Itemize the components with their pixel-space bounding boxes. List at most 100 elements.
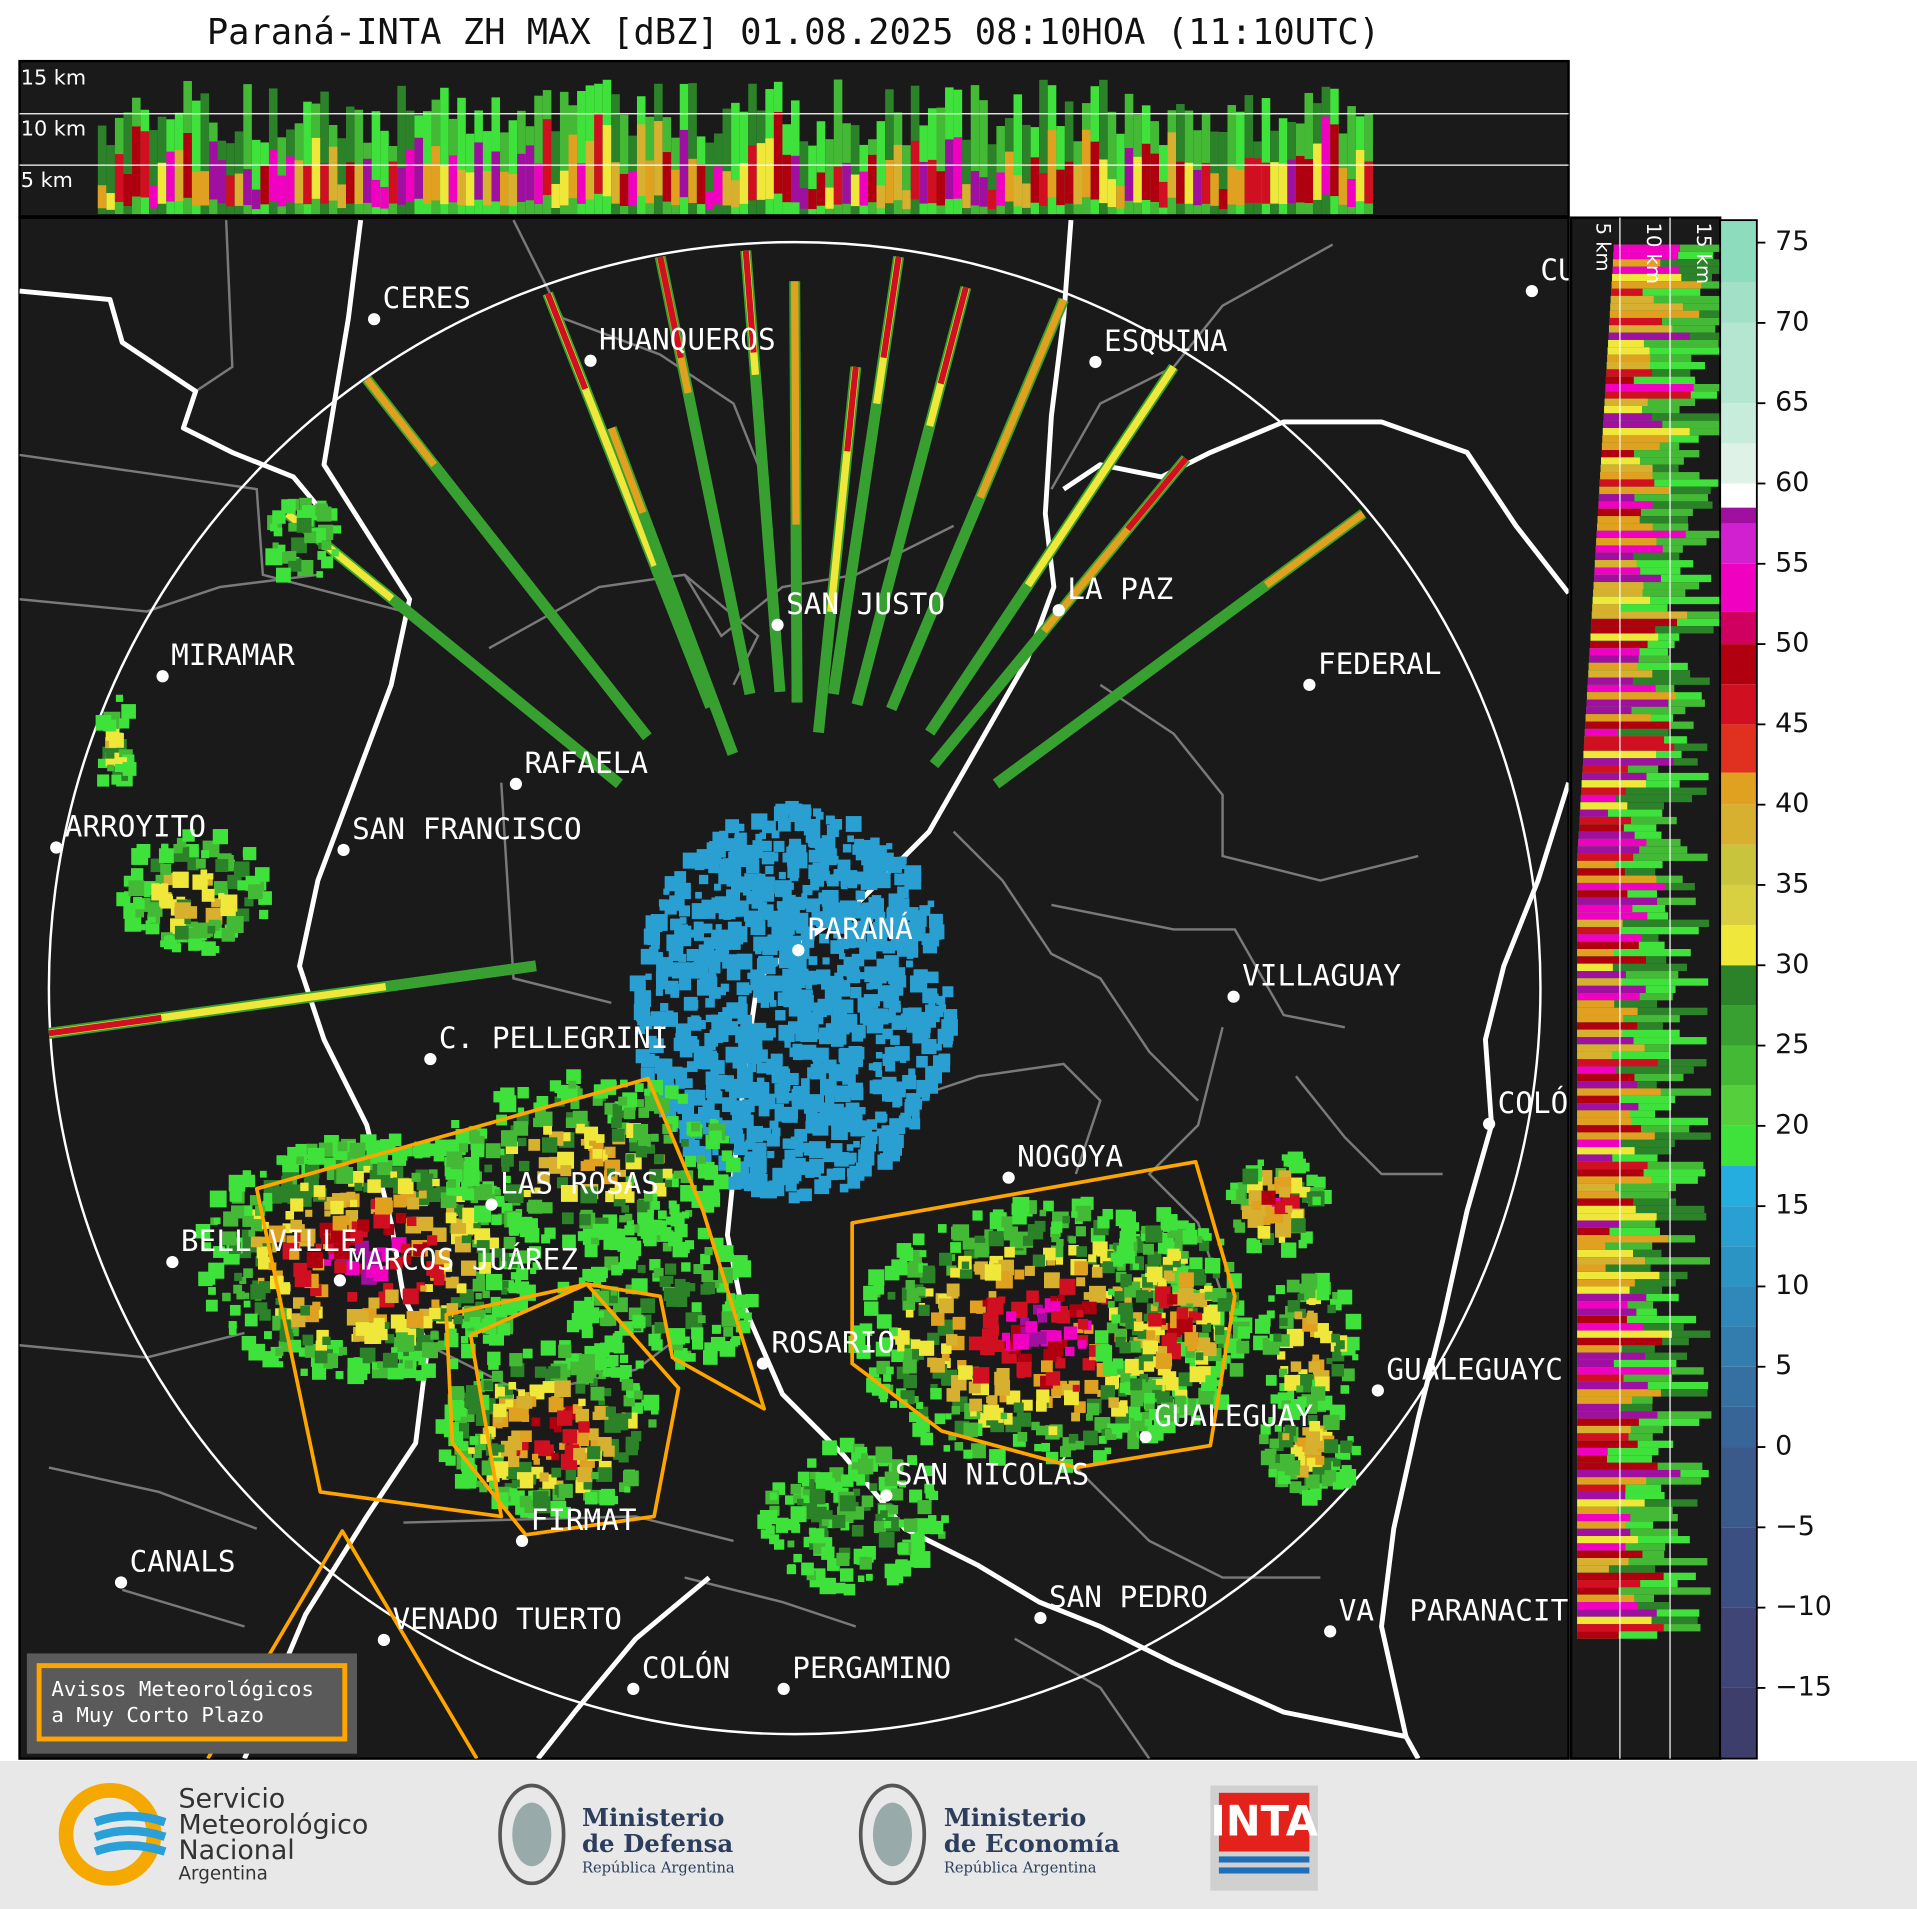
section-cell xyxy=(662,152,672,202)
section-cell xyxy=(1577,1440,1638,1448)
section-cell xyxy=(1577,1264,1651,1272)
echo-cell xyxy=(605,1147,613,1155)
section-cell xyxy=(1592,604,1620,612)
echo-cell xyxy=(349,1142,366,1159)
echo-cell xyxy=(533,1117,543,1128)
echo-cell xyxy=(500,1440,517,1457)
echo-cell xyxy=(958,1365,973,1380)
echo-cell xyxy=(453,1314,463,1325)
section-cell xyxy=(1184,110,1194,215)
echo-cell xyxy=(725,1046,742,1063)
echo-cell xyxy=(645,1144,656,1154)
echo-cell xyxy=(1048,1426,1058,1436)
echo-cell xyxy=(725,1157,741,1173)
echo-cell xyxy=(570,1100,580,1110)
section-cell xyxy=(1577,1066,1617,1074)
echo-cell xyxy=(1287,1300,1300,1313)
echo-cell xyxy=(873,1062,882,1071)
echo-cell xyxy=(716,1245,734,1262)
echo-cell xyxy=(769,1000,777,1007)
section-cell xyxy=(1577,1565,1656,1573)
echo-cell xyxy=(760,1529,771,1539)
section-cell xyxy=(945,139,954,200)
section-cell xyxy=(260,165,269,205)
section-cell xyxy=(1577,1037,1707,1045)
section-cell xyxy=(200,93,210,215)
echo-cell xyxy=(745,1139,756,1150)
echo-cell xyxy=(851,1452,862,1463)
echo-cell xyxy=(1191,1415,1201,1425)
echo-cell xyxy=(207,925,216,934)
echo-cell xyxy=(899,1056,907,1063)
echo-cell xyxy=(539,1472,549,1482)
echo-cell xyxy=(788,811,800,823)
echo-cell xyxy=(634,990,651,1007)
echo-cell xyxy=(912,912,923,924)
echo-cell xyxy=(290,1198,304,1212)
echo-cell xyxy=(314,1350,328,1364)
echo-cell xyxy=(841,1474,854,1487)
echo-cell xyxy=(819,870,830,881)
echo-cell xyxy=(621,1379,634,1391)
section-cell xyxy=(1580,794,1693,803)
echo-cell xyxy=(797,1471,810,1484)
section-cell xyxy=(1585,714,1651,722)
section-cell xyxy=(1577,1550,1643,1559)
echo-cell xyxy=(1188,1311,1199,1321)
section-cell xyxy=(1612,259,1661,267)
echo-cell xyxy=(1291,1209,1304,1222)
section-cell xyxy=(149,186,158,209)
echo-cell xyxy=(1088,1254,1097,1263)
echo-cell xyxy=(805,1511,813,1520)
section-cell xyxy=(688,83,697,215)
section-cell xyxy=(1577,1095,1676,1104)
echo-cell xyxy=(926,1018,936,1028)
echo-cell xyxy=(1072,1384,1080,1392)
echo-cell xyxy=(1051,1384,1062,1396)
echo-cell xyxy=(756,1077,765,1086)
echo-cell xyxy=(889,1327,898,1337)
echo-cell xyxy=(508,1187,524,1204)
echo-cell xyxy=(656,959,673,977)
echo-cell xyxy=(430,1331,439,1340)
echo-cell xyxy=(721,1311,737,1327)
echo-cell xyxy=(233,1284,243,1294)
colorbar-band xyxy=(1720,1045,1757,1086)
echo-cell xyxy=(619,1079,628,1088)
echo-cell xyxy=(1173,1406,1185,1418)
echo-streak xyxy=(363,376,438,468)
section-cell xyxy=(1577,963,1687,972)
echo-cell xyxy=(857,1458,874,1475)
echo-cell xyxy=(838,953,846,960)
echo-cell xyxy=(757,876,775,894)
echo-cell xyxy=(520,1430,532,1443)
echo-cell xyxy=(1068,1245,1079,1256)
echo-cell xyxy=(771,1127,781,1137)
echo-cell xyxy=(1229,1316,1238,1325)
echo-cell xyxy=(755,1049,768,1062)
echo-cell xyxy=(1240,1198,1253,1211)
section-cell xyxy=(1577,1139,1622,1148)
echo-cell xyxy=(462,1188,475,1201)
echo-cell xyxy=(847,835,854,843)
echo-cell xyxy=(1291,1218,1306,1233)
echo-cell xyxy=(784,948,795,959)
echo-cell xyxy=(385,1289,399,1303)
echo-cell xyxy=(1327,1304,1336,1314)
section-cell xyxy=(1577,1191,1669,1199)
echo-cell xyxy=(1001,1216,1013,1228)
echo-cell xyxy=(668,1200,677,1209)
echo-cell xyxy=(822,1440,837,1456)
section-cell xyxy=(1116,186,1125,209)
echo-cell xyxy=(500,1087,515,1102)
echo-cell xyxy=(382,1322,390,1329)
echo-cell xyxy=(1285,1155,1297,1166)
echo-cell xyxy=(942,1029,954,1042)
echo-cell xyxy=(1024,1265,1035,1276)
echo-cell xyxy=(451,1120,460,1129)
echo-cell xyxy=(390,1171,398,1179)
echo-cell xyxy=(873,999,880,1007)
echo-cell xyxy=(1071,1412,1081,1422)
echo-cell xyxy=(334,1260,347,1274)
section-cell xyxy=(1593,574,1661,583)
